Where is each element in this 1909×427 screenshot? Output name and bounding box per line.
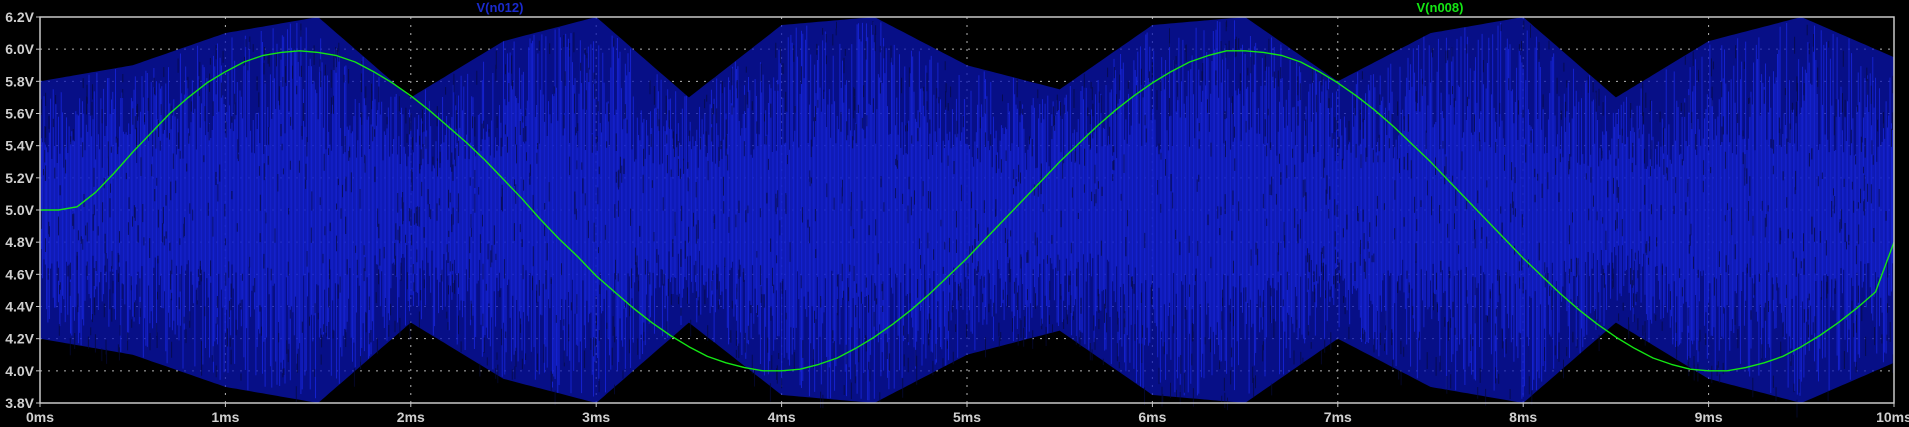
x-axis: 0ms 1ms 2ms 3ms 4ms 5ms 6ms 7ms 8ms 9ms 10ms [26, 403, 1909, 425]
trace-label-v-n012[interactable]: V(n012) [477, 0, 524, 15]
y-tick-label: 4.4V [5, 299, 34, 315]
x-tick-label: 1ms [211, 409, 239, 425]
x-tick-label: 0ms [26, 409, 54, 425]
x-tick-label: 7ms [1324, 409, 1352, 425]
x-tick-label: 6ms [1138, 409, 1166, 425]
x-tick-label: 8ms [1509, 409, 1537, 425]
y-tick-label: 6.0V [5, 41, 34, 57]
y-tick-label: 5.8V [5, 73, 34, 89]
x-tick-label: 3ms [582, 409, 610, 425]
x-tick-label: 10ms [1876, 409, 1909, 425]
y-tick-label: 4.0V [5, 363, 34, 379]
series-v-n008-line [40, 50, 1895, 372]
x-tick-label: 9ms [1695, 409, 1723, 425]
y-tick-label: 5.0V [5, 202, 34, 218]
x-tick-label: 2ms [397, 409, 425, 425]
trace-label-v-n008[interactable]: V(n008) [1417, 0, 1464, 15]
y-tick-label: 3.8V [5, 395, 34, 411]
legend: V(n012) V(n008) [477, 0, 1464, 15]
x-tick-label: 4ms [768, 409, 796, 425]
y-tick-label: 6.2V [5, 9, 34, 25]
y-tick-label: 5.2V [5, 170, 34, 186]
x-tick-label: 5ms [953, 409, 981, 425]
y-tick-label: 4.8V [5, 234, 34, 250]
y-tick-label: 4.2V [5, 331, 34, 347]
y-tick-label: 5.6V [5, 106, 34, 122]
y-tick-label: 4.6V [5, 266, 34, 282]
y-tick-label: 5.4V [5, 138, 34, 154]
y-axis: 3.8V 4.0V 4.2V 4.4V 4.6V 4.8V 5.0V 5.2V 5.4V 5.6V… [5, 9, 40, 411]
series-v-n008 [40, 50, 1895, 372]
series-v-n012-texture [41, 20, 1894, 418]
